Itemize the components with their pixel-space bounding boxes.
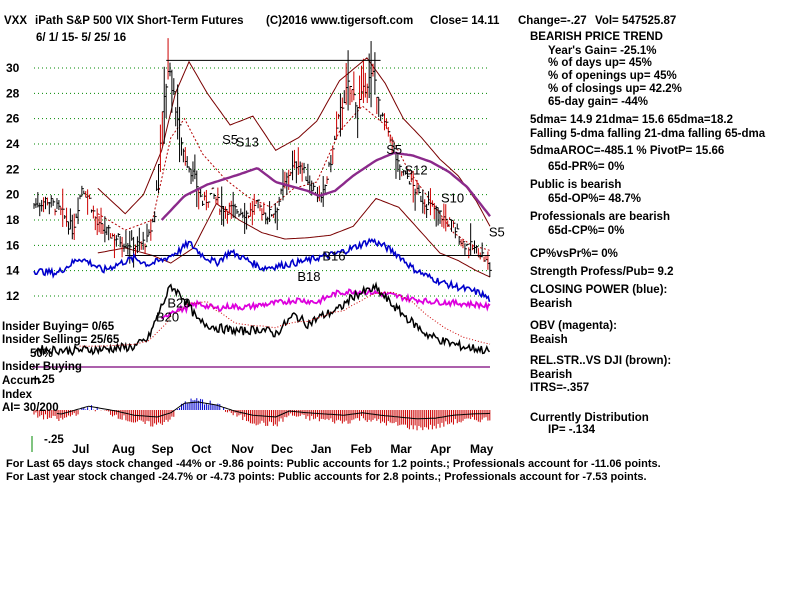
closing-power-value: Bearish (530, 298, 573, 310)
signal-label: S13 (236, 135, 259, 150)
obv-value: Beaish (530, 334, 568, 346)
copyright: (C)2016 www.tigersoft.com (266, 15, 414, 27)
closing-power-title: CLOSING POWER (blue): (530, 284, 668, 296)
itrs-value: ITRS=-.357 (530, 382, 590, 394)
footer-line-65-days: For Last 65 days stock changed -44% or -… (6, 458, 661, 470)
price-bars (33, 38, 492, 278)
change-value: Change=-.27 (518, 15, 587, 27)
month-label: May (470, 442, 494, 456)
month-label: Jan (311, 442, 332, 456)
op-65: 65d-OP%= 48.7% (548, 193, 642, 205)
aroc-line: 5dmaAROC=-485.1 % PivotP= 15.66 (530, 145, 725, 157)
openings-up: % of openings up= 45% (548, 70, 677, 82)
insider-selling-label: Insider Selling= 25/65 (2, 334, 120, 346)
fifty-percent-label: 50% (30, 348, 54, 360)
strength-ratio: Strength Profess/Pub= 9.2 (530, 266, 674, 278)
gain-65: 65-day gain= -44% (548, 96, 649, 108)
closing-power-line (33, 237, 491, 302)
date-range: 6/ 1/ 15- 5/ 25/ 16 (36, 32, 127, 44)
signal-label: B20 (156, 309, 179, 324)
accum-index-histogram (31, 398, 491, 452)
price-axis-labels: 12 14 16 18 20 22 24 26 28 30 (6, 61, 20, 303)
month-label: Feb (351, 442, 372, 456)
obv-title: OBV (magenta): (530, 320, 617, 332)
index-title-3: Index (2, 389, 33, 401)
month-label: Mar (390, 442, 412, 456)
signal-label: S5 (386, 142, 402, 157)
y-tick-label: 16 (6, 238, 20, 252)
cp-65: 65d-CP%= 0% (548, 225, 625, 237)
y-tick-label: 30 (6, 61, 20, 75)
indicator-lines (33, 59, 491, 357)
y-tick-label: 12 (6, 289, 20, 303)
signal-label: B20 (167, 295, 190, 310)
falling-line: Falling 5-dma falling 21-dma falling 65-… (530, 128, 766, 140)
month-label: Nov (231, 442, 254, 456)
distribution-title: Currently Distribution (530, 412, 649, 424)
month-axis-labels: Jul Aug Sep Oct Nov Dec Jan Feb Mar Apr May (72, 442, 494, 456)
bands-layer (97, 57, 491, 278)
closings-up: % of closings up= 42.2% (548, 83, 682, 95)
minus-25-label: -.25 (44, 434, 64, 446)
years-gain: Year's Gain= -25.1% (548, 45, 657, 57)
volume-value: Vol= 547525.87 (595, 15, 677, 27)
dma-line: 5dma= 14.9 21dma= 15.6 65dma=18.2 (530, 114, 733, 126)
signal-label: S10 (441, 190, 464, 205)
month-label: Sep (152, 442, 174, 456)
trend-title: BEARISH PRICE TREND (530, 31, 663, 43)
footer-line-year: For Last year stock changed -24.7% or -4… (6, 471, 647, 483)
y-tick-label: 22 (6, 162, 20, 176)
relstr-title: REL.STR..VS DJI (brown): (530, 355, 672, 367)
ma21-line (97, 105, 491, 251)
rel-strength-line (33, 281, 491, 357)
obv-line (161, 287, 491, 320)
cp-vs-pr: CP%vsPr%= 0% (530, 248, 618, 260)
signal-label: B16 (322, 249, 345, 264)
y-tick-label: 18 (6, 213, 20, 227)
month-label: Dec (271, 442, 293, 456)
signal-label: B18 (297, 269, 320, 284)
signal-label: S5 (489, 224, 505, 239)
symbol: VXX (4, 15, 28, 27)
upper-band (97, 57, 491, 227)
index-title-1: Insider Buying (2, 361, 82, 373)
month-label: Oct (191, 442, 211, 456)
instrument-name: iPath S&P 500 VIX Short-Term Futures (35, 15, 244, 27)
y-tick-label: 24 (6, 137, 20, 151)
close-value: Close= 14.11 (430, 15, 500, 27)
accum-ma-line (56, 401, 491, 420)
ip-value: IP= -.134 (548, 424, 595, 436)
public-title: Public is bearish (530, 179, 622, 191)
y-tick-label: 20 (6, 188, 20, 202)
relstr-value: Bearish (530, 369, 573, 381)
month-label: Jul (72, 442, 89, 456)
y-tick-label: 28 (6, 86, 20, 100)
days-up: % of days up= 45% (548, 57, 652, 69)
pr-65: 65d-PR%= 0% (548, 161, 625, 173)
month-label: Apr (430, 442, 451, 456)
month-label: Aug (112, 442, 135, 456)
signal-label: S5 (222, 132, 238, 147)
price-gridlines (34, 67, 490, 297)
ma65-line (160, 151, 491, 221)
index-title-2: Accum (2, 375, 41, 387)
insider-buying-label: Insider Buying= 0/65 (2, 321, 115, 333)
ai-value: AI= 30/200 (2, 402, 59, 414)
y-tick-label: 26 (6, 112, 20, 126)
pros-title: Professionals are bearish (530, 211, 670, 223)
plus-25-label: +.25 (32, 374, 55, 386)
y-tick-label: 14 (6, 264, 20, 278)
signal-label: S12 (404, 162, 427, 177)
